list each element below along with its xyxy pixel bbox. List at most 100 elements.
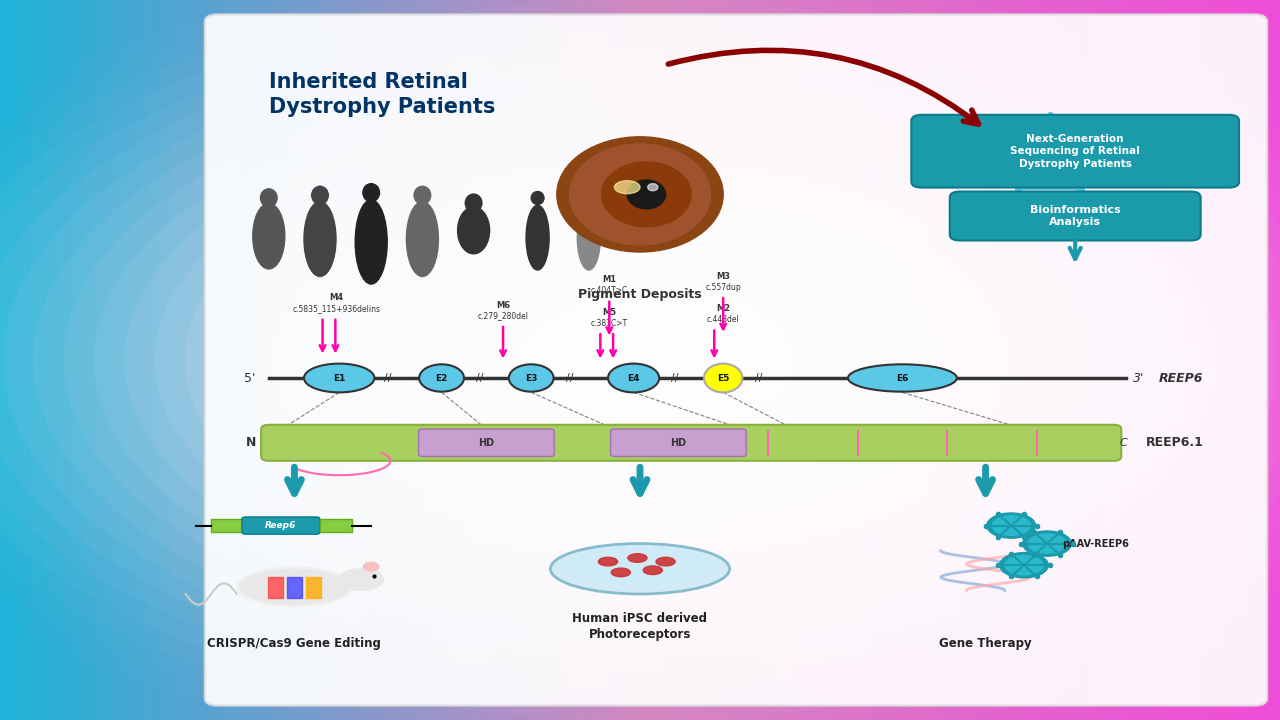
Bar (1056, 0, 1062, 720)
Bar (26, 0, 32, 720)
Bar (979, 0, 986, 720)
Bar (659, 0, 666, 720)
Bar (563, 0, 570, 720)
Bar (813, 0, 819, 720)
Bar (493, 0, 499, 720)
Ellipse shape (599, 557, 618, 566)
Bar (922, 0, 928, 720)
Text: //: // (384, 373, 392, 383)
Bar (70, 0, 77, 720)
Bar (627, 0, 634, 720)
Ellipse shape (849, 364, 957, 392)
Bar (397, 0, 403, 720)
Bar (992, 0, 998, 720)
Bar (870, 0, 877, 720)
Ellipse shape (339, 569, 384, 590)
Bar (1082, 0, 1088, 720)
Bar (1229, 0, 1235, 720)
Bar (947, 0, 954, 720)
Bar (435, 0, 442, 720)
Bar (518, 0, 525, 720)
Bar (38, 0, 45, 720)
Bar (595, 0, 602, 720)
Ellipse shape (580, 330, 700, 390)
Ellipse shape (526, 205, 549, 270)
Bar (602, 0, 608, 720)
Bar (96, 0, 102, 720)
Bar (287, 577, 302, 598)
Ellipse shape (306, 195, 974, 525)
Text: E2: E2 (435, 374, 448, 382)
Bar (448, 0, 454, 720)
Text: //: // (476, 373, 484, 383)
Ellipse shape (518, 300, 762, 420)
Bar (787, 0, 794, 720)
Ellipse shape (611, 568, 630, 577)
Text: c.279_280del: c.279_280del (477, 311, 529, 320)
Ellipse shape (643, 566, 663, 575)
Bar (685, 0, 691, 720)
Bar (877, 0, 883, 720)
Bar (1114, 0, 1120, 720)
Bar (147, 0, 154, 720)
Bar (333, 0, 339, 720)
Bar (230, 0, 237, 720)
Text: M6: M6 (495, 301, 511, 310)
Bar (109, 0, 115, 720)
Text: //: // (671, 373, 678, 383)
FancyBboxPatch shape (419, 429, 554, 456)
Bar (301, 0, 307, 720)
Bar (653, 0, 659, 720)
Bar (710, 0, 717, 720)
Ellipse shape (356, 200, 387, 284)
Bar (358, 0, 365, 720)
Text: pAAV-REEP6: pAAV-REEP6 (1062, 539, 1129, 549)
Bar (966, 0, 973, 720)
Ellipse shape (215, 150, 1065, 570)
Bar (1139, 0, 1146, 720)
Bar (365, 0, 371, 720)
Ellipse shape (420, 364, 463, 392)
Bar (1069, 0, 1075, 720)
Bar (781, 0, 787, 720)
Ellipse shape (582, 192, 595, 204)
Text: c.5835_115+936delins: c.5835_115+936delins (293, 305, 380, 313)
Bar (243, 0, 250, 720)
Ellipse shape (704, 364, 742, 392)
Bar (1011, 0, 1018, 720)
Bar (1120, 0, 1126, 720)
Bar (442, 0, 448, 720)
Ellipse shape (563, 546, 717, 585)
Bar (64, 0, 70, 720)
Ellipse shape (407, 202, 438, 276)
Bar (416, 0, 422, 720)
Bar (742, 0, 749, 720)
Bar (154, 0, 160, 720)
Bar (1030, 0, 1037, 720)
Ellipse shape (992, 516, 1030, 536)
Bar (314, 0, 320, 720)
Ellipse shape (241, 570, 349, 604)
FancyBboxPatch shape (320, 519, 352, 532)
Text: c.448del: c.448del (707, 315, 740, 324)
Bar (32, 0, 38, 720)
Bar (890, 0, 896, 720)
Text: E3: E3 (525, 374, 538, 382)
Ellipse shape (608, 364, 659, 392)
Bar (826, 0, 832, 720)
Ellipse shape (458, 207, 490, 254)
Bar (557, 0, 563, 720)
Ellipse shape (237, 567, 352, 606)
Bar (544, 0, 550, 720)
Bar (128, 0, 134, 720)
Text: E6: E6 (896, 374, 909, 382)
Text: C: C (1120, 438, 1128, 448)
Bar (307, 0, 314, 720)
Bar (864, 0, 870, 720)
Bar (102, 0, 109, 720)
Text: Next-Generation
Sequencing of Retinal
Dystrophy Patients: Next-Generation Sequencing of Retinal Dy… (1010, 134, 1140, 168)
Text: c.557dup: c.557dup (705, 283, 741, 292)
Bar (506, 0, 512, 720)
Bar (1043, 0, 1050, 720)
Bar (896, 0, 902, 720)
